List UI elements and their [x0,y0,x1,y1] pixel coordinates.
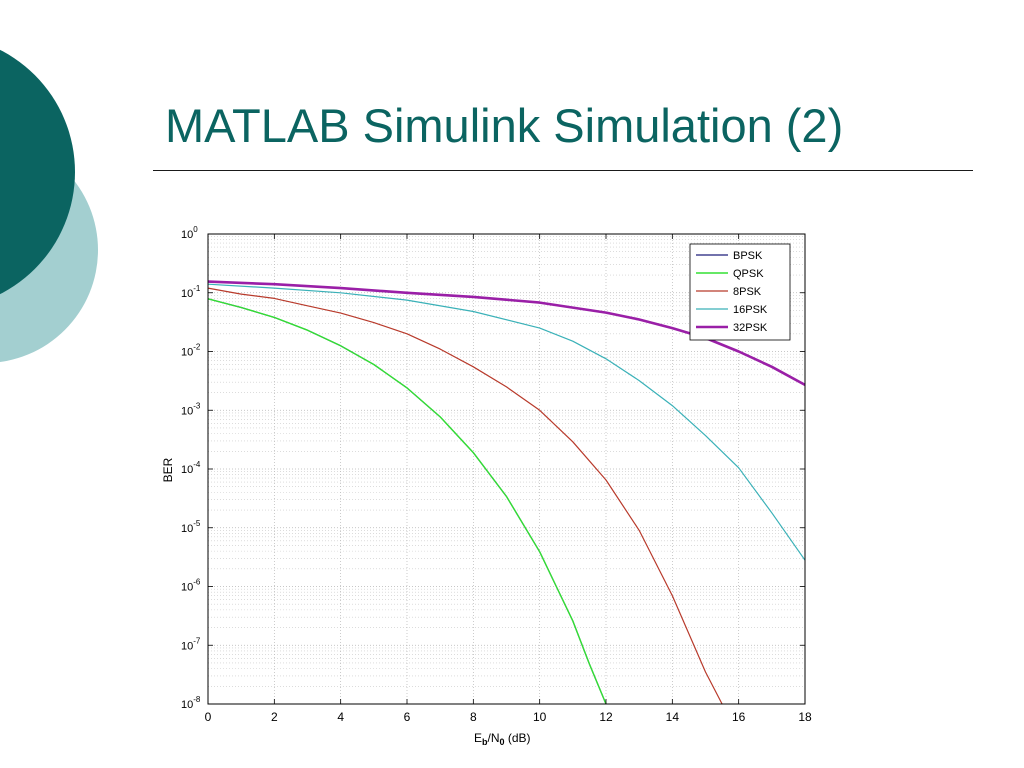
legend-box [689,243,791,341]
title-divider [153,170,973,171]
xlabel-unit: (dB) [505,731,531,745]
y-tick-label: 100 [181,225,198,241]
x-tick-label: 6 [404,710,411,724]
x-axis-label: Eb/N0 (dB) [474,731,531,747]
x-tick-label: 18 [798,710,812,724]
y-tick-label: 10-5 [181,519,201,535]
series-line-16psk [207,283,806,561]
x-tick-label: 2 [271,710,278,724]
series-line-8psk [207,287,723,705]
tick-marks [207,233,806,705]
slide-title: MATLAB Simulink Simulation (2) [165,99,844,152]
y-tick-label: 10-7 [181,636,201,652]
xlabel-slash-n: /N [488,731,500,745]
y-tick-label: 10-8 [181,695,201,711]
decor-dark-circle [0,49,75,295]
y-tick-label: 10-2 [181,343,201,359]
y-axis-label: BER [161,457,175,482]
legend-label-16psk: 16PSK [733,304,768,316]
x-tick-label: 16 [732,710,746,724]
y-tick-label: 10-6 [181,578,201,594]
legend-label-8psk: 8PSK [733,286,762,298]
x-tick-label: 10 [533,710,547,724]
x-tick-label: 12 [599,710,613,724]
legend: BPSK QPSK 8PSK 16PSK 32PSK [689,243,791,341]
x-tick-label: 0 [205,710,212,724]
y-tick-label: 10-4 [181,460,201,476]
series-line-32psk [207,280,806,387]
legend-label-bpsk: BPSK [733,250,763,262]
xlabel-sub-0: 0 [500,737,505,747]
minor-grid [208,236,805,687]
xlabel-sub-b: b [482,737,488,747]
legend-label-qpsk: QPSK [733,268,764,280]
x-tick-label: 14 [666,710,680,724]
series-layer [207,280,806,705]
y-tick-label: 10-3 [181,401,201,417]
x-tick-label: 4 [337,710,344,724]
series-line-qpsk [207,298,607,705]
xlabel-e: E [474,731,482,745]
legend-label-32psk: 32PSK [733,322,768,334]
x-tick-label: 8 [470,710,477,724]
x-tick-labels: 0 2 4 6 8 10 12 14 16 18 [205,710,812,724]
y-tick-labels: 100 10-1 10-2 10-3 10-4 10-5 10-6 10-7 10-8 [181,225,201,711]
y-tick-label: 10-1 [181,284,201,300]
